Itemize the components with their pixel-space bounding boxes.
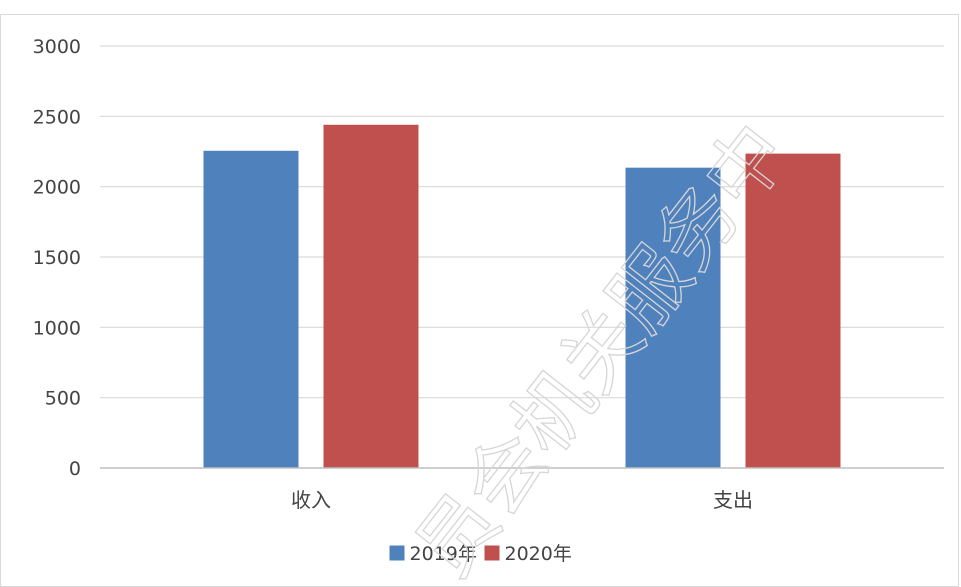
- bar-1-2: [625, 167, 721, 468]
- y-tick-label: 2000: [33, 177, 81, 199]
- y-tick-label: 1500: [33, 247, 81, 269]
- y-tick-label: 0: [69, 458, 81, 480]
- y-tick-label: 500: [45, 388, 81, 410]
- x-axis-labels: 收入 支出: [291, 488, 753, 512]
- x-category-label: 收入: [291, 488, 331, 512]
- bar-2-2: [745, 153, 841, 469]
- y-tick-label: 1000: [33, 317, 81, 339]
- x-category-label: 支出: [713, 488, 753, 512]
- y-axis-ticks: 0 500 1000 1500 2000 2500 3000: [33, 36, 81, 480]
- bar-2-1: [323, 124, 419, 469]
- legend: 2019年 2020年: [389, 543, 572, 565]
- y-tick-label: 2500: [33, 106, 81, 128]
- legend-swatch: [389, 545, 405, 561]
- legend-swatch: [484, 545, 500, 561]
- y-tick-label: 3000: [33, 36, 81, 58]
- legend-label: 2019年: [410, 543, 477, 565]
- bar-1-1: [203, 150, 299, 468]
- legend-label: 2020年: [505, 543, 572, 565]
- bars: [203, 124, 841, 469]
